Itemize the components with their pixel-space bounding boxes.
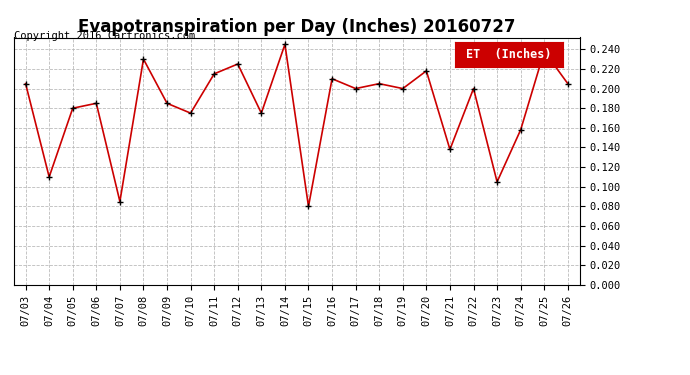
Text: Copyright 2016 Cartronics.com: Copyright 2016 Cartronics.com: [14, 32, 195, 41]
Title: Evapotranspiration per Day (Inches) 20160727: Evapotranspiration per Day (Inches) 2016…: [78, 18, 515, 36]
